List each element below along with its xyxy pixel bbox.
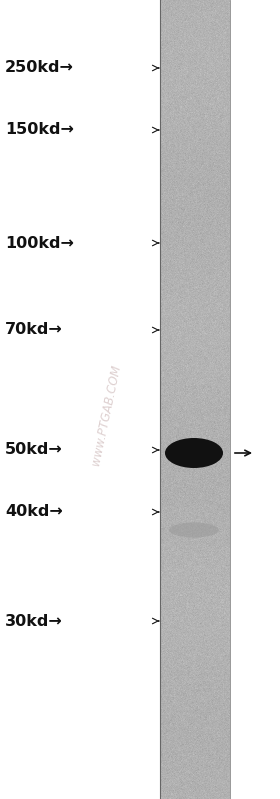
Text: www.PTGAB.COM: www.PTGAB.COM [89, 364, 123, 467]
Text: 100kd→: 100kd→ [5, 236, 74, 251]
Bar [0, 0, 160, 799]
Text: 40kd→: 40kd→ [5, 504, 63, 519]
Text: 30kd→: 30kd→ [5, 614, 63, 629]
Text: 150kd→: 150kd→ [5, 122, 74, 137]
Ellipse shape [169, 523, 219, 538]
Text: 250kd→: 250kd→ [5, 61, 74, 75]
Text: 70kd→: 70kd→ [5, 323, 63, 337]
Ellipse shape [165, 438, 223, 468]
Text: 50kd→: 50kd→ [5, 443, 63, 458]
Bar [230, 0, 280, 799]
